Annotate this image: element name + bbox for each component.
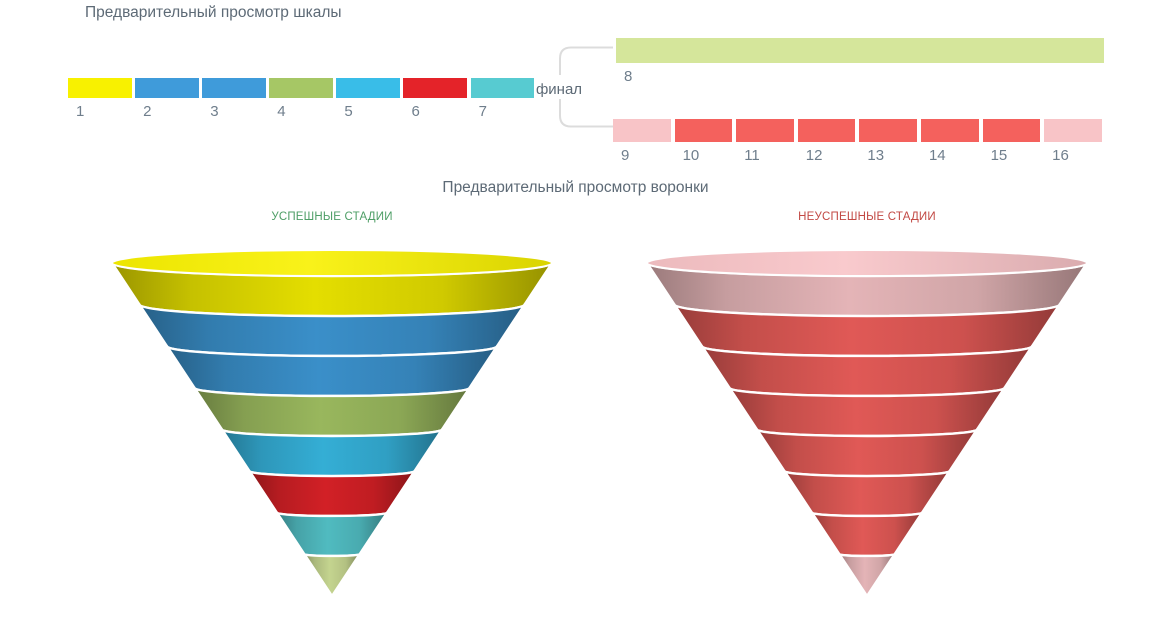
scale-segment-1-label: 1 <box>76 103 85 120</box>
success-funnel-stage-5 <box>220 428 444 478</box>
success-funnel-label: УСПЕШНЫЕ СТАДИИ <box>271 211 393 223</box>
scale-segment-13-bar <box>859 119 917 142</box>
scale-segment-2-bar <box>135 78 199 98</box>
scale-preview-title: Предварительный просмотр шкалы <box>85 4 342 21</box>
scale-segment-13-label: 13 <box>867 147 885 164</box>
scale-segment-5-label: 5 <box>344 103 353 120</box>
scale-segment-10-label: 10 <box>682 147 700 164</box>
scale-segment-13: 13 <box>859 119 917 164</box>
scale-segment-1-bar <box>68 78 132 98</box>
scale-segment-4: 4 <box>269 78 333 120</box>
success-funnel-stage-7 <box>275 511 389 558</box>
scale-segment-15-bar <box>982 119 1041 142</box>
scale-segment-6-bar <box>403 78 467 98</box>
final-success-bar-group: 8 <box>616 38 1104 85</box>
scale-segment-16: 16 <box>1044 119 1102 164</box>
scale-segment-5-bar <box>336 78 400 98</box>
scale-segment-14: 14 <box>920 119 979 164</box>
scale-segment-6: 6 <box>403 78 467 120</box>
scale-segment-16-label: 16 <box>1052 147 1069 164</box>
scale-segment-12-bar <box>797 119 856 142</box>
scale-segment-8 <box>616 38 1104 63</box>
scale-segment-9-label: 9 <box>621 147 630 164</box>
scale-segment-7: 7 <box>470 78 535 120</box>
scale-segment-11-label: 11 <box>744 147 760 164</box>
scale-segment-8-label: 8 <box>624 68 633 85</box>
scale-segment-14-bar <box>920 119 979 142</box>
scale-segment-6-label: 6 <box>411 103 420 120</box>
scale-segment-15: 15 <box>982 119 1041 164</box>
final-label: финал <box>535 81 583 98</box>
scale-segment-10: 10 <box>674 119 733 164</box>
final-bracket <box>559 46 613 128</box>
scale-segment-14-label: 14 <box>928 147 946 164</box>
scale-segment-4-label: 4 <box>277 103 286 120</box>
scale-segment-1: 1 <box>68 78 132 120</box>
fail-funnel-top-face <box>646 249 1088 277</box>
scale-segment-5: 5 <box>336 78 400 120</box>
scale-segment-3: 3 <box>202 78 266 120</box>
fail-funnel-label: НЕУСПЕШНЫЕ СТАДИИ <box>798 211 936 223</box>
success-funnel-stage-8 <box>303 553 361 598</box>
scale-segments-row: 1 2 3 4 5 6 7 <box>68 78 535 120</box>
scale-segment-9: 9 <box>613 119 671 164</box>
scale-segment-15-label: 15 <box>990 147 1008 164</box>
fail-funnel-stage-14 <box>783 469 951 518</box>
fail-funnel-stage-16 <box>838 553 896 598</box>
scale-segment-12: 12 <box>797 119 856 164</box>
scale-segment-16-bar <box>1044 119 1102 142</box>
scale-segment-10-bar <box>674 119 733 142</box>
scale-segment-7-label: 7 <box>478 103 487 120</box>
final-fail-bar-group: 9 10 11 12 13 14 15 16 <box>613 119 1102 164</box>
scale-segment-11: 11 <box>736 119 794 164</box>
scale-segment-2-label: 2 <box>143 103 152 120</box>
scale-segment-2: 2 <box>135 78 199 120</box>
scale-segment-3-label: 3 <box>210 103 219 120</box>
fail-funnel-stage-15 <box>810 511 924 558</box>
fail-funnel-stage-13 <box>755 428 979 478</box>
fail-funnel-stage-12 <box>728 386 1006 438</box>
scale-segment-11-bar <box>736 119 794 142</box>
success-funnel-top-face <box>111 249 553 277</box>
scale-segment-3-bar <box>202 78 266 98</box>
scale-segment-9-bar <box>613 119 671 142</box>
scale-segment-7-bar <box>470 78 535 98</box>
funnel-preview-title: Предварительный просмотр воронки <box>442 179 709 196</box>
scale-segment-12-label: 12 <box>805 147 823 164</box>
success-funnel-stage-4 <box>193 386 471 438</box>
success-funnel-stage-6 <box>248 469 416 518</box>
scale-segment-4-bar <box>269 78 333 98</box>
